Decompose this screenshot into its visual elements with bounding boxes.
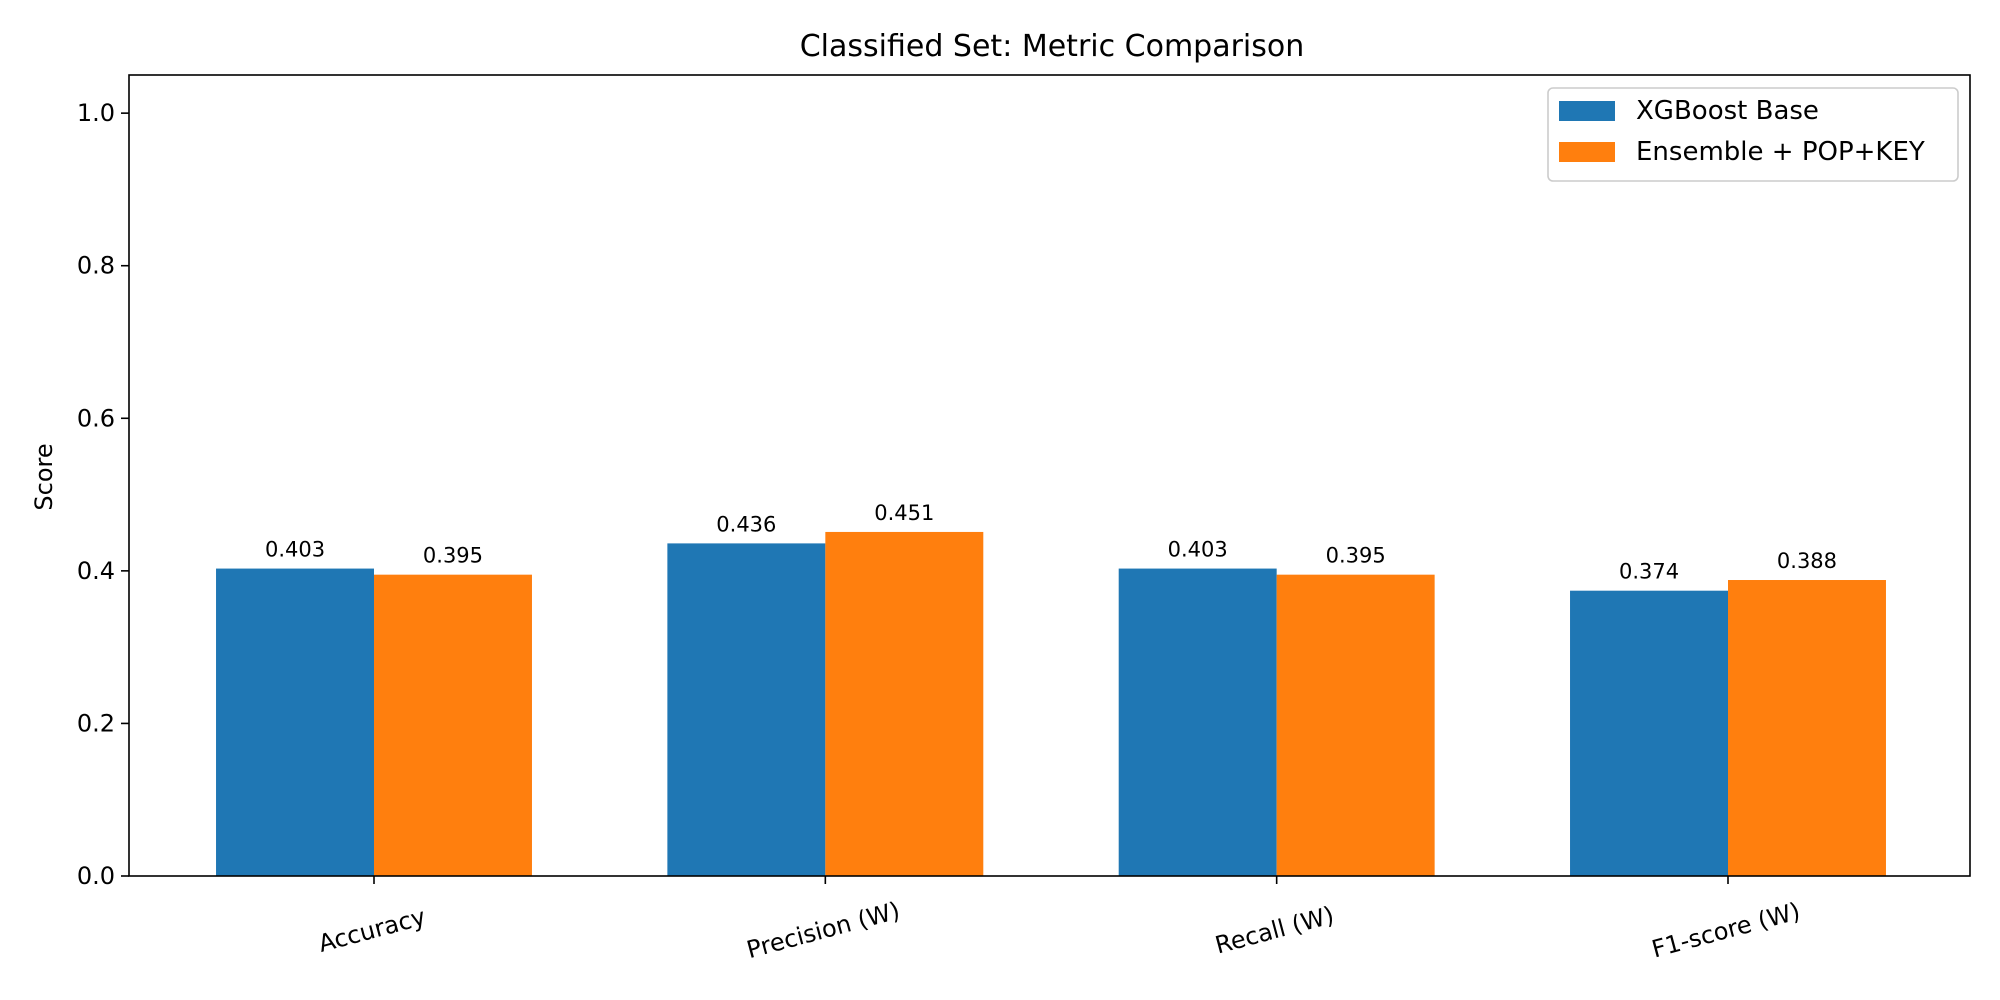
x-tick-label-1: Precision (W) xyxy=(744,896,903,964)
y-tick-label-5: 1.0 xyxy=(77,99,115,127)
y-axis-label: Score xyxy=(30,443,58,510)
plot-area: 0.403 0.436 0.403 0.374 0.395 0.451 0.395 0.388… xyxy=(77,74,1971,964)
bar-1-1 xyxy=(825,531,984,876)
y-tick-label-0: 0.0 xyxy=(77,862,115,890)
bar-0-1 xyxy=(667,543,826,876)
chart-title: Classified Set: Metric Comparison xyxy=(800,29,1305,64)
y-tick-label-1: 0.2 xyxy=(77,709,115,737)
bar-0-2 xyxy=(1118,568,1277,876)
data-label-1-1: 0.451 xyxy=(874,501,934,525)
legend-label-0: XGBoost Base xyxy=(1636,96,1819,126)
data-label-0-0: 0.403 xyxy=(265,538,325,562)
legend-swatch-0 xyxy=(1559,101,1615,121)
bar-0-0 xyxy=(216,568,374,876)
y-tick-label-2: 0.4 xyxy=(77,557,115,585)
bar-1-3 xyxy=(1728,580,1886,876)
data-label-0-3: 0.374 xyxy=(1619,560,1679,584)
data-label-1-3: 0.388 xyxy=(1777,549,1837,573)
axes-frame xyxy=(128,74,1971,877)
data-label-1-0: 0.395 xyxy=(423,544,483,568)
bar-0-3 xyxy=(1570,590,1728,876)
y-tick-label-3: 0.6 xyxy=(77,404,115,432)
data-label-1-2: 0.395 xyxy=(1326,544,1386,568)
bar-1-2 xyxy=(1276,574,1435,876)
bar-1-0 xyxy=(374,574,532,876)
legend-box xyxy=(1547,87,1959,182)
x-tick-label-0: Accuracy xyxy=(315,903,428,958)
y-tick-label-4: 0.8 xyxy=(77,252,115,280)
x-tick-label-3: F1-score (W) xyxy=(1649,897,1803,963)
legend-label-1: Ensemble + POP+KEY xyxy=(1636,137,1925,167)
legend-swatch-1 xyxy=(1559,142,1615,162)
data-label-0-2: 0.403 xyxy=(1168,538,1228,562)
legend: XGBoost Base Ensemble + POP+KEY xyxy=(1547,87,1959,182)
x-tick-label-2: Recall (W) xyxy=(1212,901,1337,960)
data-label-0-1: 0.436 xyxy=(716,512,776,536)
